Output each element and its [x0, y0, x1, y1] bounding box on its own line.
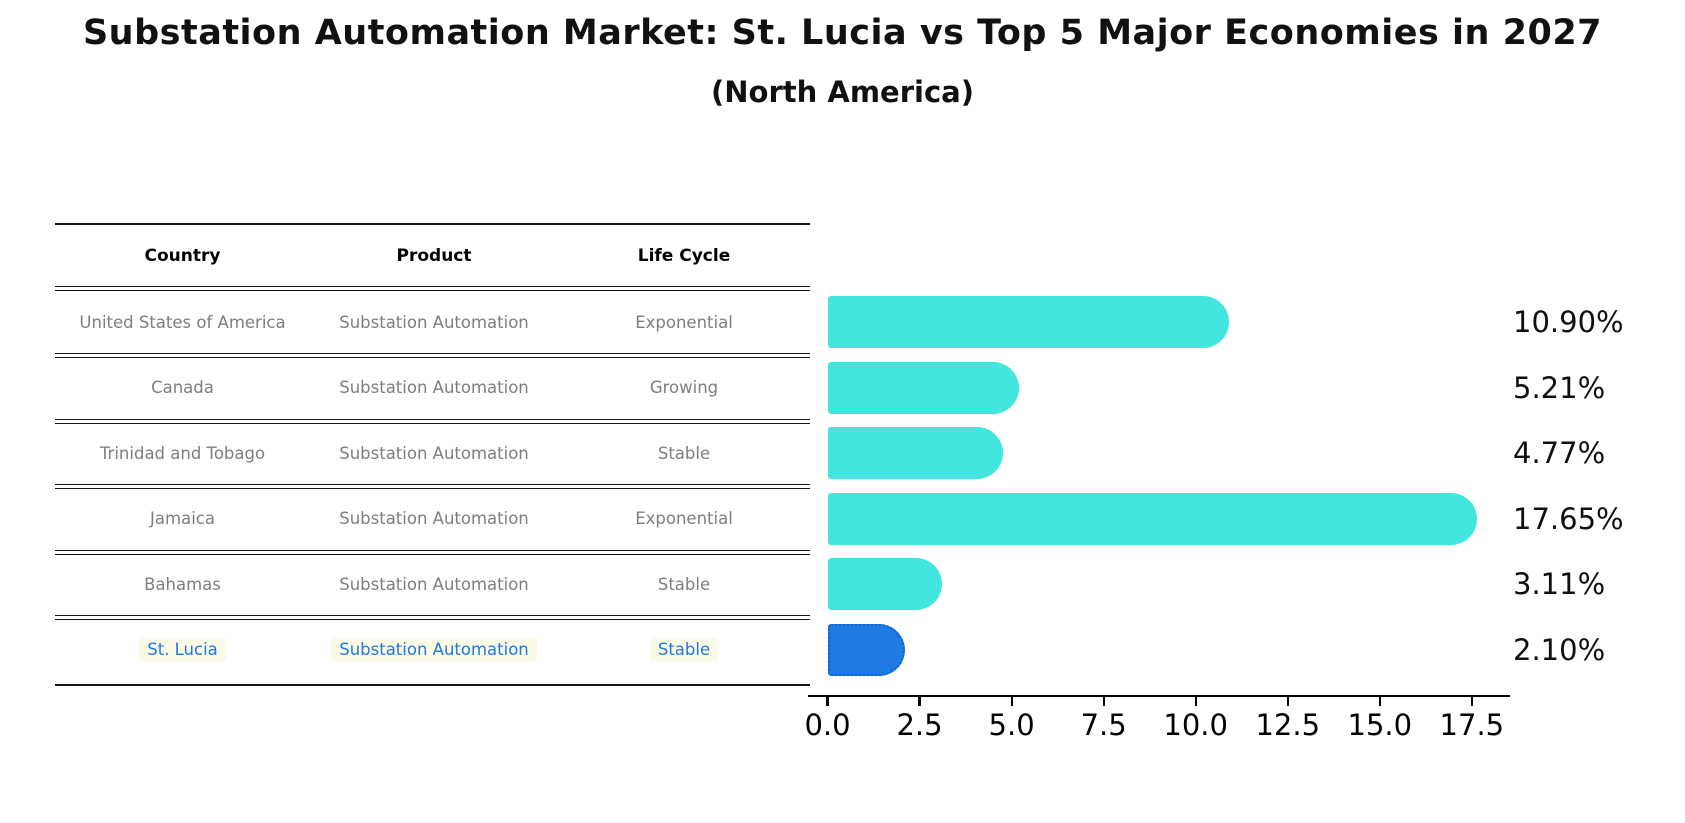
x-axis-tick-label: 7.5: [1080, 708, 1127, 742]
value-label-united-states-of-america: 10.90%: [1513, 305, 1624, 339]
x-axis-tick-label: 17.5: [1439, 708, 1505, 742]
table-cell-text: Trinidad and Tobago: [99, 443, 266, 463]
table-cell-life-cycle-canada: Growing: [558, 365, 810, 411]
bar-bahamas: [827, 558, 942, 610]
table-bottom-rule: [55, 684, 810, 687]
column-header-product: Product: [396, 246, 472, 266]
x-axis-tick-label: 12.5: [1255, 708, 1321, 742]
value-label-canada: 5.21%: [1513, 370, 1606, 405]
x-axis-tick: [1286, 696, 1289, 706]
value-label-st-lucia: 2.10%: [1513, 632, 1606, 667]
table-cell-country-united-states-of-america: United States of America: [55, 299, 310, 345]
table-row-rule: [55, 418, 810, 424]
table-cell-country-bahamas: Bahamas: [55, 561, 310, 607]
table-cell-text: Exponential: [635, 312, 733, 332]
table-cell-text: Substation Automation: [339, 509, 529, 528]
table-row-rule: [55, 484, 810, 490]
x-axis-tick-label: 10.0: [1163, 708, 1228, 742]
table-cell-text: Substation Automation: [339, 443, 529, 463]
x-axis-tick-label: 0.0: [804, 708, 851, 742]
table-cell-life-cycle-united-states-of-america: Exponential: [558, 299, 810, 345]
table-cell-life-cycle-trinidad-and-tobago: Stable: [558, 430, 810, 476]
column-header-country: Country: [144, 246, 221, 266]
x-axis-tick-label: 2.5: [896, 708, 943, 742]
table-cell-text: Substation Automation: [339, 378, 529, 397]
bar-trinidad-and-tobago: [827, 427, 1004, 479]
x-axis-line: [808, 694, 1510, 697]
bar-jamaica: [827, 492, 1478, 545]
table-cell-life-cycle-st-lucia: Stable: [558, 627, 810, 673]
table-cell-text: United States of America: [79, 312, 286, 332]
table-cell-product-trinidad-and-tobago: Substation Automation: [310, 430, 558, 476]
table-row-rule: [55, 549, 810, 555]
table-cell-text: Stable: [649, 638, 719, 661]
x-axis-tick: [1194, 696, 1197, 706]
table-cell-text: Jamaica: [150, 509, 215, 528]
table-cell-text: Canada: [151, 378, 214, 397]
x-axis-tick: [1378, 696, 1381, 706]
table-cell-text: Substation Automation: [339, 574, 529, 594]
bar-united-states-of-america: [827, 296, 1229, 348]
value-label-jamaica: 17.65%: [1513, 501, 1624, 536]
table-cell-country-st-lucia: St. Lucia: [55, 627, 310, 673]
table-cell-text: Stable: [657, 574, 711, 594]
table-top-rule: [55, 223, 810, 226]
table-cell-life-cycle-jamaica: Exponential: [558, 496, 810, 542]
column-header-life-cycle: Life Cycle: [637, 246, 731, 266]
bar-st-lucia: [827, 623, 905, 676]
table-cell-text: Bahamas: [144, 574, 221, 594]
value-label-bahamas: 3.11%: [1513, 567, 1606, 601]
table-cell-text: Substation Automation: [339, 312, 529, 332]
table-row-rule: [55, 353, 810, 359]
table-cell-product-bahamas: Substation Automation: [310, 561, 558, 607]
table-cell-text: St. Lucia: [139, 638, 226, 661]
table-cell-country-jamaica: Jamaica: [55, 496, 310, 542]
table-cell-product-st-lucia: Substation Automation: [310, 627, 558, 673]
x-axis-tick: [1470, 696, 1473, 706]
table-cell-country-canada: Canada: [55, 365, 310, 411]
x-axis-tick-label: 5.0: [988, 708, 1035, 742]
table-header-rule: [55, 286, 810, 292]
bar-canada: [827, 361, 1020, 414]
chart-title: Substation Automation Market: St. Lucia …: [82, 13, 1603, 53]
table-cell-product-united-states-of-america: Substation Automation: [310, 299, 558, 345]
value-label-trinidad-and-tobago: 4.77%: [1513, 436, 1606, 470]
table-cell-text: Substation Automation: [331, 638, 537, 661]
table-row-rule: [55, 615, 810, 621]
table-cell-text: Stable: [657, 443, 711, 463]
table-cell-text: Growing: [649, 378, 719, 397]
x-axis-tick: [1102, 696, 1105, 706]
table-cell-product-jamaica: Substation Automation: [310, 496, 558, 542]
table-cell-life-cycle-bahamas: Stable: [558, 561, 810, 607]
x-axis-tick: [1010, 696, 1013, 706]
table-cell-country-trinidad-and-tobago: Trinidad and Tobago: [55, 430, 310, 476]
x-axis-tick-label: 15.0: [1347, 708, 1413, 742]
x-axis-tick: [918, 696, 921, 706]
x-axis-tick: [826, 696, 829, 706]
table-cell-text: Exponential: [635, 509, 733, 528]
chart-subtitle: (North America): [711, 75, 974, 109]
table-cell-product-canada: Substation Automation: [310, 365, 558, 411]
